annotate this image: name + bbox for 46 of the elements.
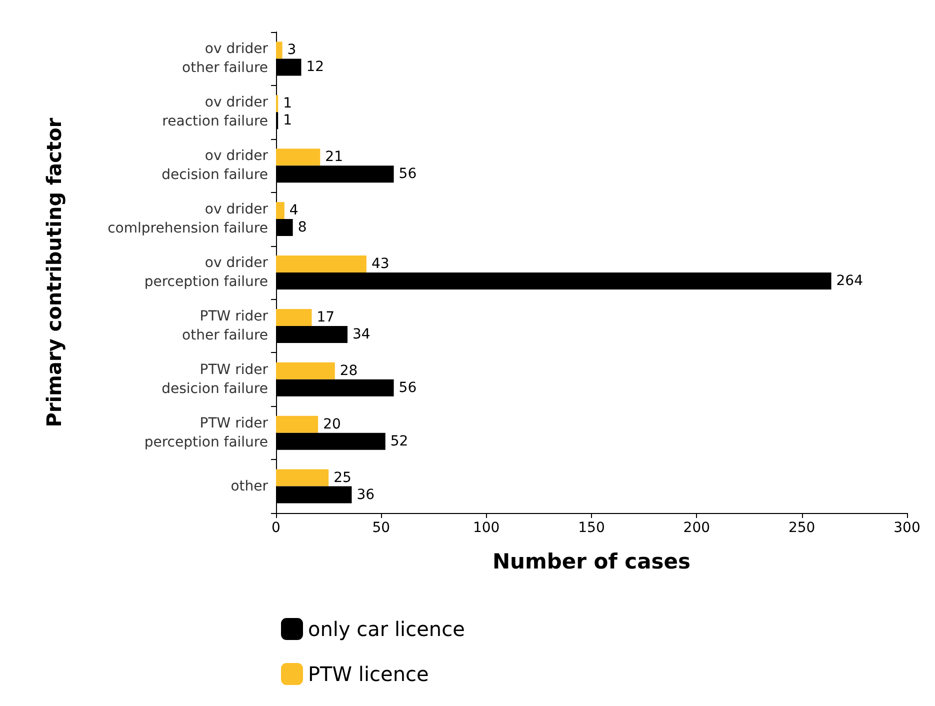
- y-tick-label: ov drider comlprehension failure: [108, 202, 268, 237]
- x-tick-label: 300: [894, 520, 920, 536]
- x-tick-label: 150: [578, 520, 605, 536]
- y-tick-label: ov drider other failure: [182, 41, 268, 76]
- data-label: 3: [287, 42, 296, 58]
- legend-label: only car licence: [308, 617, 465, 641]
- bar: [276, 308, 312, 326]
- bar: [276, 148, 320, 166]
- data-label: 52: [390, 433, 408, 450]
- y-tick-label: PTW rider other failure: [182, 308, 268, 344]
- data-label: 34: [352, 326, 370, 342]
- data-label: 12: [306, 59, 324, 76]
- bar: [276, 42, 282, 59]
- data-label: 21: [325, 149, 343, 166]
- legend-label: PTW licence: [308, 662, 429, 686]
- y-tick-label: ov drider decision failure: [162, 148, 268, 184]
- data-label: 1: [283, 96, 292, 112]
- y-tick-label: ov drider perception failure: [144, 255, 268, 290]
- data-label: 43: [371, 256, 390, 272]
- y-tick-label: ov drider reaction failure: [162, 94, 268, 130]
- data-label: 17: [316, 309, 335, 326]
- data-label: 28: [340, 362, 358, 379]
- y-tick-label: PTW rider perception failure: [144, 415, 268, 450]
- x-tick-label: 200: [683, 520, 710, 536]
- bar: [276, 469, 329, 486]
- data-label: 4: [289, 202, 298, 219]
- data-label: 264: [836, 273, 864, 289]
- x-tick-label: 0: [272, 520, 280, 536]
- data-label: 25: [334, 470, 352, 486]
- data-label: 36: [356, 486, 375, 503]
- x-axis-title: Number of cases: [492, 550, 691, 574]
- bar: [276, 362, 335, 380]
- y-tick-label: PTW rider desicion failure: [162, 362, 268, 397]
- y-tick-label: other: [230, 478, 268, 494]
- y-axis-title: Primary contributing factor: [42, 118, 66, 428]
- x-tick-label: 50: [372, 520, 390, 536]
- bar: [276, 416, 318, 433]
- data-label: 1: [283, 112, 292, 129]
- x-tick-label: 100: [472, 520, 500, 536]
- data-label: 20: [323, 416, 341, 432]
- data-label: 56: [398, 166, 417, 182]
- x-tick-label: 250: [788, 520, 816, 536]
- data-label: 8: [298, 220, 307, 236]
- bar: [276, 202, 284, 220]
- data-label: 56: [398, 380, 417, 396]
- bar: [276, 256, 366, 272]
